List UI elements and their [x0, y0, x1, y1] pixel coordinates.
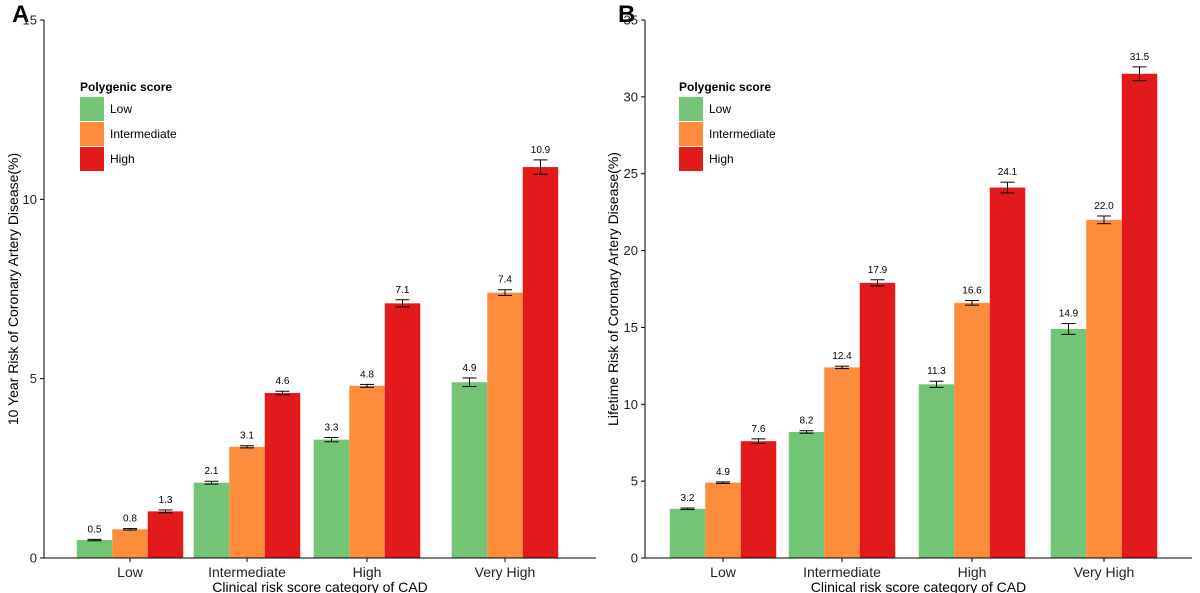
data-label: 2.1	[205, 466, 219, 477]
bar	[669, 508, 706, 558]
bar	[451, 382, 488, 558]
legend-title: Polygenic score	[679, 80, 771, 94]
y-axis-title: Lifetime Risk of Coronary Artery Disease…	[605, 152, 621, 426]
data-label: 16.6	[962, 286, 982, 297]
bar	[989, 187, 1026, 558]
legend-label: High	[110, 152, 135, 166]
data-label: 0.5	[88, 524, 102, 535]
legend: Polygenic score Low Intermediate High	[80, 80, 177, 171]
legend-key	[80, 122, 104, 146]
bar	[859, 282, 896, 558]
legend-label: High	[709, 152, 734, 166]
bar	[1086, 219, 1122, 559]
bar	[229, 446, 265, 558]
data-label: 22.0	[1094, 201, 1114, 212]
y-tick-label: 10	[624, 397, 638, 412]
y-tick-label: 10	[23, 192, 37, 207]
bar	[313, 439, 350, 558]
data-label: 7.4	[498, 275, 512, 286]
bar	[824, 367, 860, 558]
legend: Polygenic score Low Intermediate High	[679, 80, 776, 171]
x-tick-label: Intermediate	[803, 564, 881, 580]
data-label: 17.9	[868, 265, 888, 276]
legend-label: Low	[709, 102, 731, 116]
y-tick-label: 5	[631, 474, 638, 489]
data-label: 3.3	[325, 422, 339, 433]
y-tick-label: 25	[624, 166, 638, 181]
y-tick-label: 0	[631, 551, 638, 566]
x-axis-title: Clinical risk score category of CAD	[811, 579, 1027, 593]
data-label: 24.1	[998, 167, 1018, 178]
series-intermediate: 4.9 12.4 16.6 22.0	[705, 201, 1122, 559]
legend-key	[679, 97, 703, 121]
bar	[112, 529, 148, 558]
legend-key	[80, 97, 104, 121]
bar	[740, 441, 777, 558]
bar	[487, 292, 523, 558]
data-label: 0.8	[123, 514, 137, 525]
data-label: 3.2	[681, 493, 695, 504]
bar	[147, 511, 184, 558]
panel-label: B	[618, 1, 635, 28]
legend-label: Low	[110, 102, 132, 116]
legend-title: Polygenic score	[80, 80, 172, 94]
bar	[76, 540, 113, 558]
x-tick-label: Low	[117, 564, 144, 580]
x-tick-label: Low	[710, 564, 737, 580]
x-tick-label: High	[353, 564, 382, 580]
y-tick-label: 0	[30, 551, 37, 566]
x-tick-label: Very High	[475, 564, 536, 580]
data-label: 8.2	[800, 416, 814, 427]
bar	[349, 385, 385, 558]
legend-label: Intermediate	[709, 127, 776, 141]
series-high: 7.6 17.9 24.1 31.5	[740, 52, 1158, 559]
data-label: 3.1	[240, 431, 254, 442]
bar	[1050, 328, 1087, 558]
y-tick-label: 20	[624, 243, 638, 258]
bar	[193, 482, 230, 558]
data-label: 4.8	[360, 369, 374, 380]
panel-a: A 0.5 2.1 3.3 4.9 0.8 3.1 4.8 7.4 1.3 4.6 7.1 10.9 0 5…	[5, 1, 596, 593]
data-label: 10.9	[531, 145, 551, 156]
bar	[788, 431, 825, 558]
x-tick-label: High	[958, 564, 987, 580]
series-low: 0.5 2.1 3.3 4.9	[76, 363, 488, 558]
data-label: 1.3	[159, 495, 173, 506]
bar	[705, 482, 741, 558]
data-label: 4.9	[463, 363, 477, 374]
y-axis-title: 10 Year Risk of Coronary Artery Disease(…	[5, 153, 21, 425]
panel-label: A	[12, 1, 29, 28]
y-tick-label: 15	[624, 320, 638, 335]
x-axis-title: Clinical risk score category of CAD	[212, 579, 428, 593]
data-label: 11.3	[927, 366, 946, 377]
y-tick-label: 15	[23, 13, 37, 28]
series-intermediate: 0.8 3.1 4.8 7.4	[112, 275, 523, 558]
legend-key	[679, 122, 703, 146]
series-low: 3.2 8.2 11.3 14.9	[669, 309, 1087, 558]
data-label: 12.4	[832, 351, 852, 362]
data-label: 4.9	[716, 467, 730, 478]
bar	[918, 384, 955, 558]
y-tick-label: 5	[30, 371, 37, 386]
data-label: 14.9	[1059, 309, 1079, 320]
y-tick-label: 30	[624, 89, 638, 104]
bar	[264, 393, 301, 558]
legend-key	[80, 147, 104, 171]
bar	[384, 303, 421, 558]
legend-key	[679, 147, 703, 171]
series-high: 1.3 4.6 7.1 10.9	[147, 145, 559, 558]
x-tick-label: Very High	[1074, 564, 1135, 580]
bar	[522, 167, 559, 558]
bar	[954, 302, 990, 558]
bar	[1121, 73, 1158, 559]
data-label: 31.5	[1130, 52, 1150, 63]
data-label: 7.6	[752, 424, 766, 435]
data-label: 4.6	[276, 376, 290, 387]
y-tick-label: 35	[624, 13, 638, 28]
legend-label: Intermediate	[110, 127, 177, 141]
x-tick-label: Intermediate	[208, 564, 286, 580]
data-label: 7.1	[396, 285, 410, 296]
panel-b: B 3.2 8.2 11.3 14.9 4.9 12.4 16.6 22.0 7.6 17.9 24.…	[605, 1, 1192, 593]
